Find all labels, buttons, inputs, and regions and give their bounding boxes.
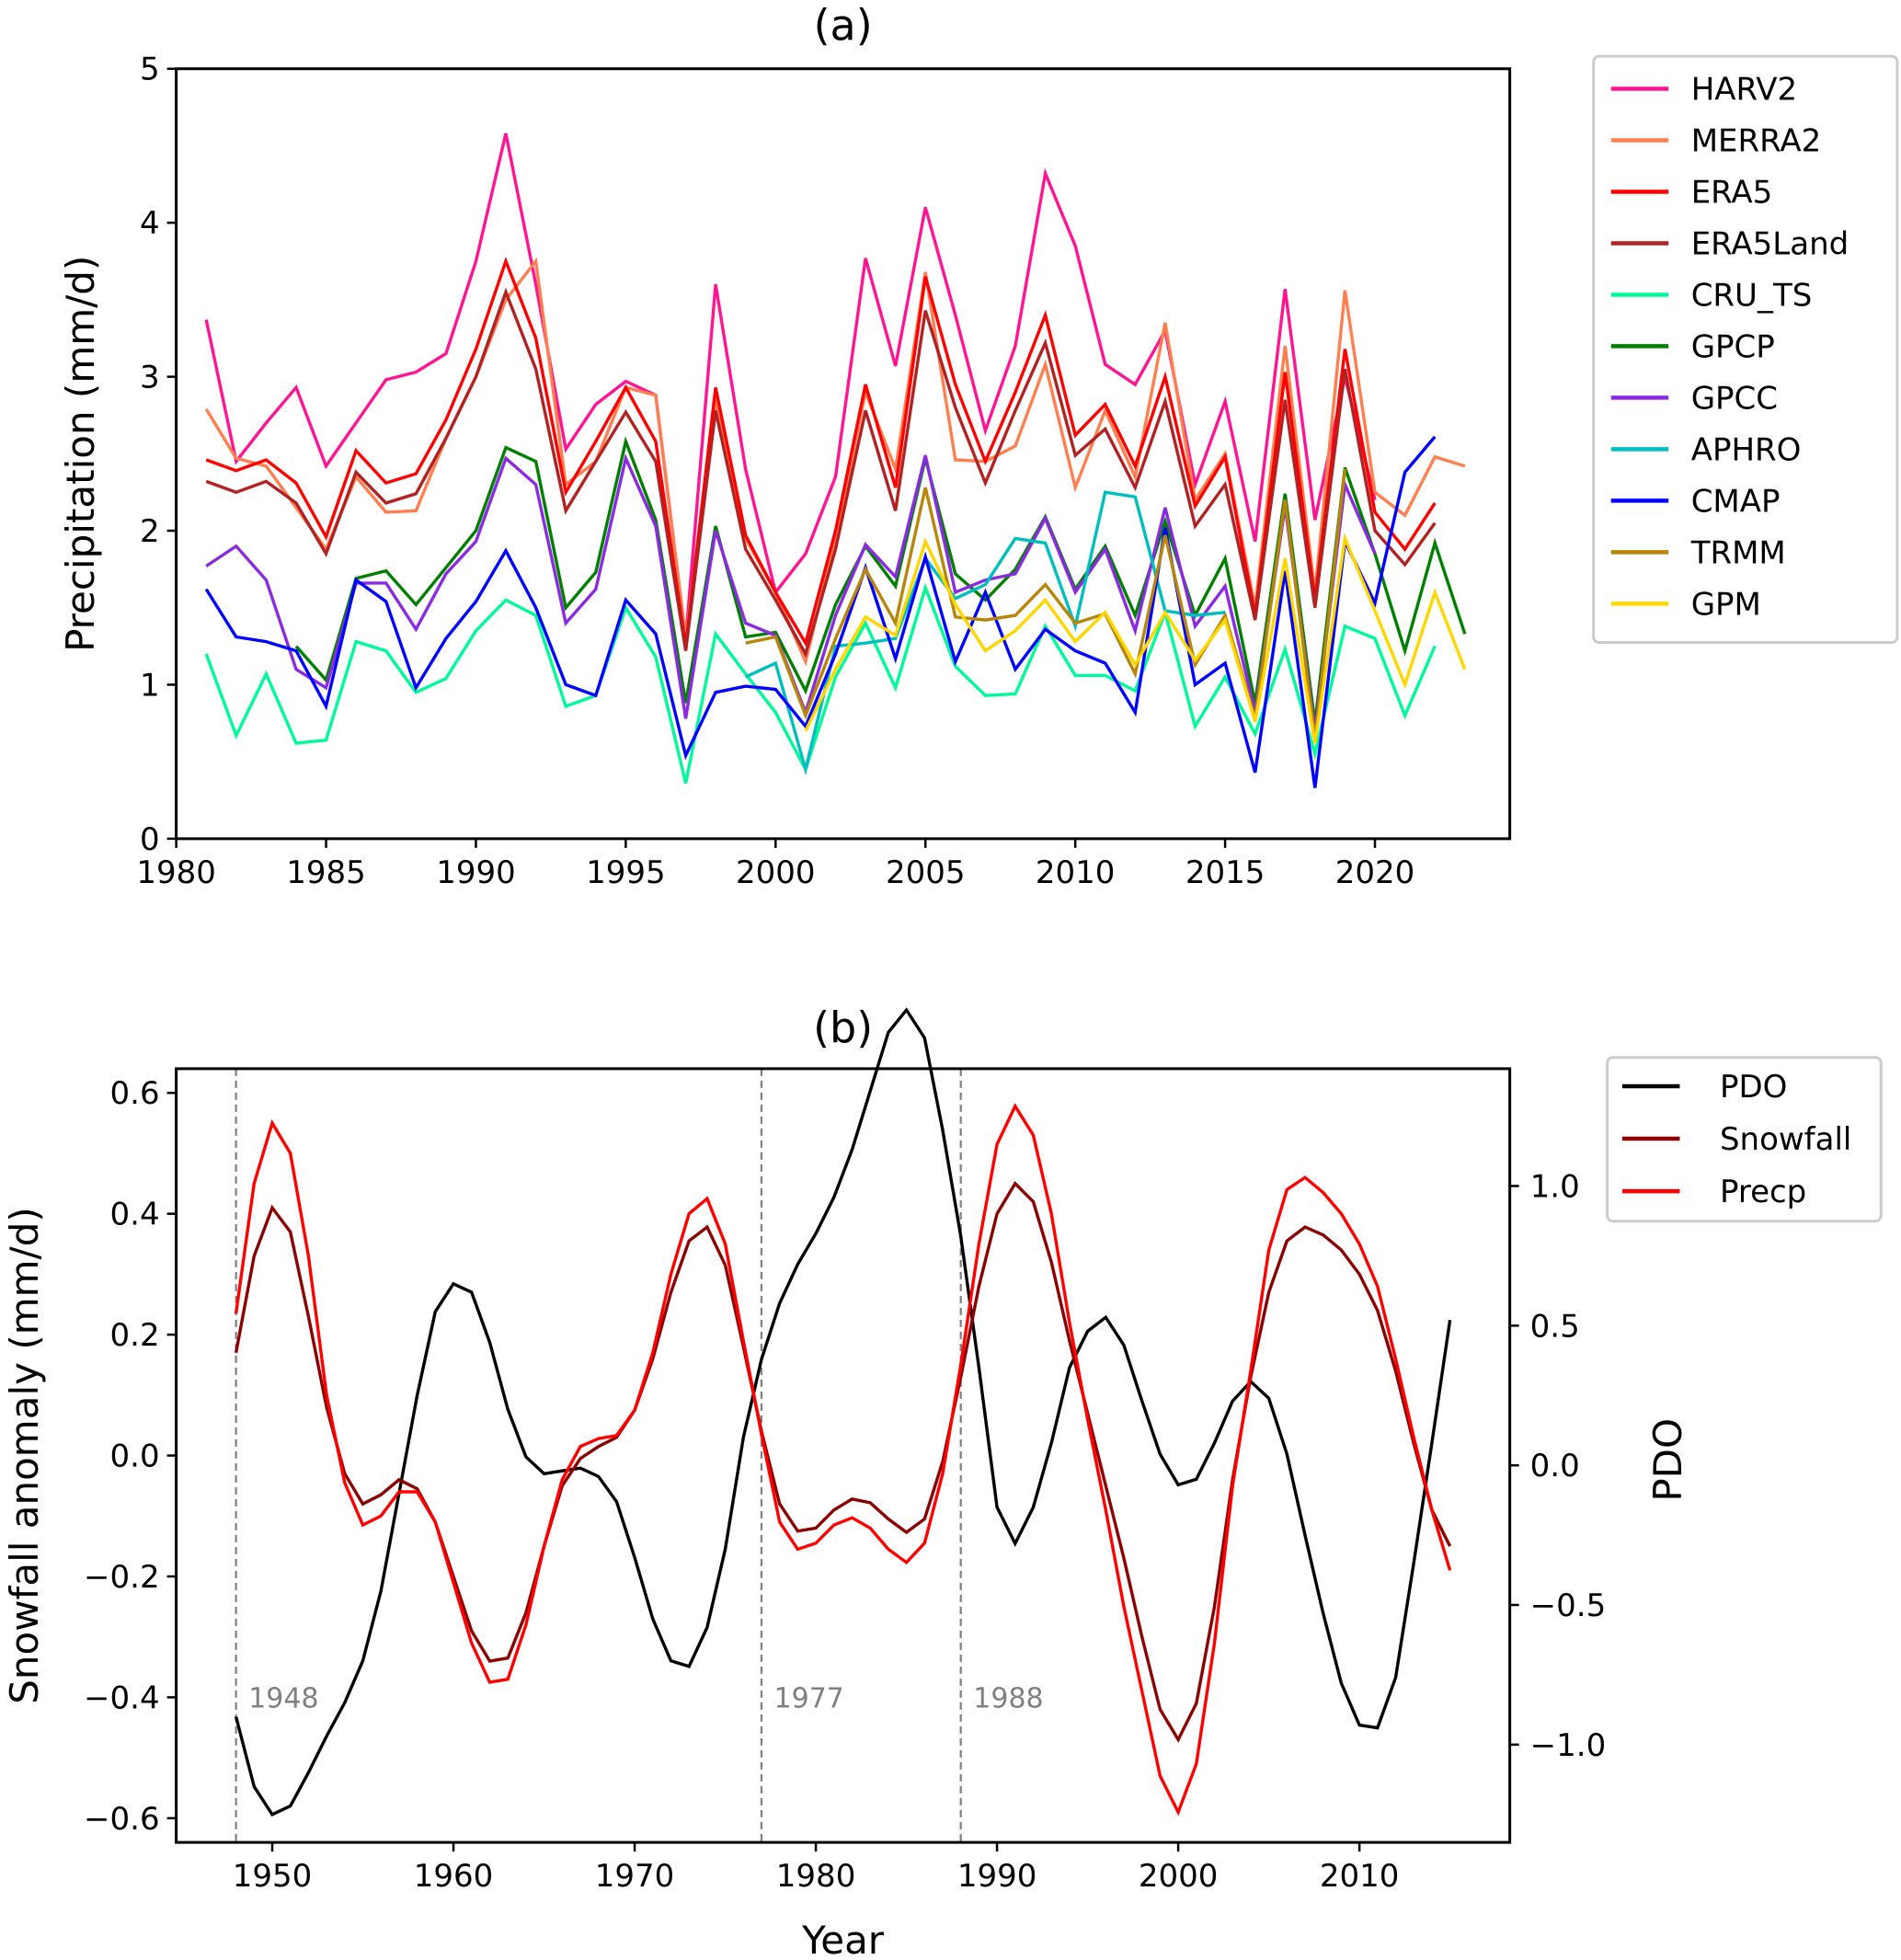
- panel-b-title: (b): [813, 1003, 873, 1052]
- legend-box: [1592, 54, 1899, 645]
- panel-b-series-lines: [234, 1007, 1452, 1817]
- series-line-era5land: [205, 287, 1437, 659]
- reference-line-label: 1977: [774, 1682, 844, 1714]
- reference-line-label: 1988: [973, 1682, 1043, 1714]
- legend-label-merra2: MERRA2: [1691, 122, 1822, 159]
- series-line-era5: [205, 257, 1437, 648]
- legend-label-gpcc: GPCC: [1691, 380, 1778, 417]
- x-tick-label: 1950: [233, 1858, 313, 1895]
- x-tick-label: 2015: [1185, 854, 1265, 891]
- legend-box: [1606, 1056, 1883, 1223]
- x-tick-label: 1980: [136, 854, 216, 891]
- x-tick-label: 1960: [414, 1858, 494, 1895]
- right-y-tick-label: −0.5: [1530, 1587, 1607, 1624]
- panel-b-x-ticks: 1950 1960 1970 1980 1990 2000 2010: [233, 1842, 1400, 1895]
- panel-a-y-ticks: 0 1 2 3 4 5: [140, 52, 177, 858]
- legend-label-era5land: ERA5Land: [1691, 225, 1849, 262]
- series-line-harv2: [204, 132, 1377, 639]
- legend-label-snowfall: Snowfall: [1720, 1121, 1851, 1158]
- y-tick-label: 1: [140, 667, 160, 704]
- y-tick-label: 0: [140, 821, 160, 858]
- x-tick-label: 2010: [1036, 854, 1116, 891]
- y-tick-label: −0.2: [84, 1559, 160, 1596]
- legend-label-harv2: HARV2: [1691, 71, 1797, 108]
- x-tick-label: 2005: [886, 854, 966, 891]
- panel-a-title: (a): [814, 0, 873, 50]
- x-tick-label: 1985: [286, 854, 366, 891]
- panel-b-x-axis-label: Year: [801, 1918, 885, 1960]
- x-tick-label: 2020: [1335, 854, 1415, 891]
- y-tick-label: 3: [140, 360, 160, 396]
- x-tick-label: 1995: [586, 854, 666, 891]
- legend-label-cmap: CMAP: [1691, 483, 1781, 520]
- legend-label-precp: Precp: [1720, 1174, 1806, 1210]
- x-tick-label: 1990: [957, 1858, 1037, 1895]
- panel-b-left-y-ticks: 0.6 0.4 0.2 0.0 −0.2 −0.4 −0.6: [84, 1075, 177, 1838]
- panel-b-right-y-axis-label: PDO: [1645, 1418, 1690, 1502]
- x-tick-label: 2000: [1139, 1858, 1219, 1895]
- legend-label-gpcp: GPCP: [1691, 328, 1775, 365]
- x-tick-label: 2000: [736, 854, 816, 891]
- y-tick-label: 0.6: [110, 1075, 160, 1112]
- legend-label-pdo: PDO: [1720, 1069, 1787, 1106]
- legend-label-era5: ERA5: [1691, 174, 1773, 211]
- panel-b-right-y-ticks: 1.0 0.5 0.0 −0.5 −1.0: [1509, 1168, 1607, 1764]
- y-tick-label: 0.2: [110, 1317, 160, 1354]
- right-y-tick-label: 0.5: [1530, 1308, 1580, 1345]
- y-tick-label: 2: [140, 513, 160, 550]
- panel-b-reference-lines: 1948 1977 1988: [235, 1068, 1044, 1843]
- reference-line-label: 1948: [248, 1682, 318, 1714]
- series-line-precp: [234, 1103, 1452, 1817]
- y-tick-label: 0.0: [110, 1438, 160, 1475]
- panel-a-x-ticks: 1980 1985 1990 1995 2000 2005 2010 2015 2020: [136, 838, 1415, 891]
- panel-a-series-lines: [204, 132, 1467, 788]
- panel-a-legend: HARV2 MERRA2 ERA5 ERA5Land CRU_TS GPCP GPCC APH…: [1592, 54, 1899, 645]
- legend-label-gpm: GPM: [1691, 586, 1761, 623]
- panel-a-y-axis-label: Precipitation (mm/d): [58, 256, 103, 652]
- panel-a-plot-frame: [175, 67, 1512, 841]
- y-tick-label: 0.4: [110, 1197, 160, 1233]
- panel-b-legend: PDO Snowfall Precp: [1606, 1056, 1883, 1223]
- y-tick-label: −0.6: [84, 1801, 160, 1838]
- x-tick-label: 1990: [436, 854, 516, 891]
- legend-label-cru_ts: CRU_TS: [1691, 277, 1813, 314]
- x-tick-label: 2010: [1320, 1858, 1400, 1895]
- series-line-snowfall: [234, 1181, 1452, 1743]
- panel-a: (a) 1980 1985 1990 1995 2000 2005 2010 2015 2020…: [58, 0, 1899, 891]
- x-tick-label: 1970: [595, 1858, 675, 1895]
- right-y-tick-label: 1.0: [1530, 1168, 1580, 1205]
- right-y-tick-label: 0.0: [1530, 1448, 1580, 1484]
- series-line-cmap: [204, 435, 1437, 788]
- y-tick-label: 5: [140, 52, 160, 88]
- y-tick-label: −0.4: [84, 1679, 160, 1716]
- legend-label-trmm: TRMM: [1690, 534, 1786, 571]
- x-tick-label: 1980: [776, 1858, 856, 1895]
- panel-b-left-y-axis-label: Snowfall anomaly (mm/d): [2, 1207, 47, 1704]
- series-line-gpm: [804, 533, 1467, 744]
- legend-label-aphro: APHRO: [1691, 431, 1802, 468]
- right-y-tick-label: −1.0: [1530, 1727, 1607, 1764]
- y-tick-label: 4: [140, 205, 160, 242]
- panel-b: (b) 1948 1977 1988 1950 1960 1970 1980 1990 200…: [2, 1003, 1883, 1960]
- panel-b-plot-frame: [175, 1067, 1512, 1844]
